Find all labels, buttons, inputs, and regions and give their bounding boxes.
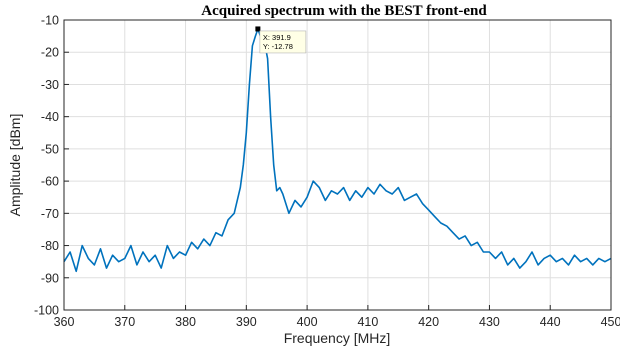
y-tick-label: -40 xyxy=(41,110,59,124)
x-axis-label: Frequency [MHz] xyxy=(284,330,391,346)
x-tick-label: 420 xyxy=(418,315,439,329)
y-tick-label: -60 xyxy=(41,175,59,189)
tick-labels: 360 370 380 390 400 410 420 430 440 450 -10 -20 -30 -… xyxy=(34,14,620,330)
series-group xyxy=(63,28,612,273)
y-tick-label: -20 xyxy=(41,46,59,60)
x-tick-label: 430 xyxy=(479,315,500,329)
y-tick-label: -100 xyxy=(34,304,59,318)
data-tip[interactable]: X: 391.9 Y: -12.78 xyxy=(255,26,307,54)
plot-frame xyxy=(63,19,612,311)
x-tick-label: 370 xyxy=(114,315,135,329)
y-tick-label: -30 xyxy=(41,78,59,92)
y-axis-label: Amplitude [dBm] xyxy=(7,114,23,217)
y-tick-label: -10 xyxy=(41,14,59,28)
y-tick-label: -80 xyxy=(41,239,59,253)
x-tick-label: 450 xyxy=(601,315,620,329)
x-tick-label: 390 xyxy=(236,315,257,329)
plot-area xyxy=(64,20,611,310)
data-tip-y-label: Y: -12.78 xyxy=(263,42,293,51)
data-tip-box xyxy=(259,30,307,54)
x-tick-label: 360 xyxy=(54,315,75,329)
y-tick-label: -90 xyxy=(41,271,59,285)
data-tip-x-label: X: 391.9 xyxy=(263,33,291,42)
data-tip-marker[interactable] xyxy=(255,26,261,32)
chart-title: Acquired spectrum with the BEST front-en… xyxy=(201,3,487,19)
spectrum-line xyxy=(63,28,612,273)
x-tick-label: 380 xyxy=(175,315,196,329)
y-tick-label: -70 xyxy=(41,207,59,221)
x-tick-label: 410 xyxy=(357,315,378,329)
x-tick-label: 400 xyxy=(297,315,318,329)
x-tick-label: 440 xyxy=(540,315,561,329)
y-tick-label: -50 xyxy=(41,142,59,156)
